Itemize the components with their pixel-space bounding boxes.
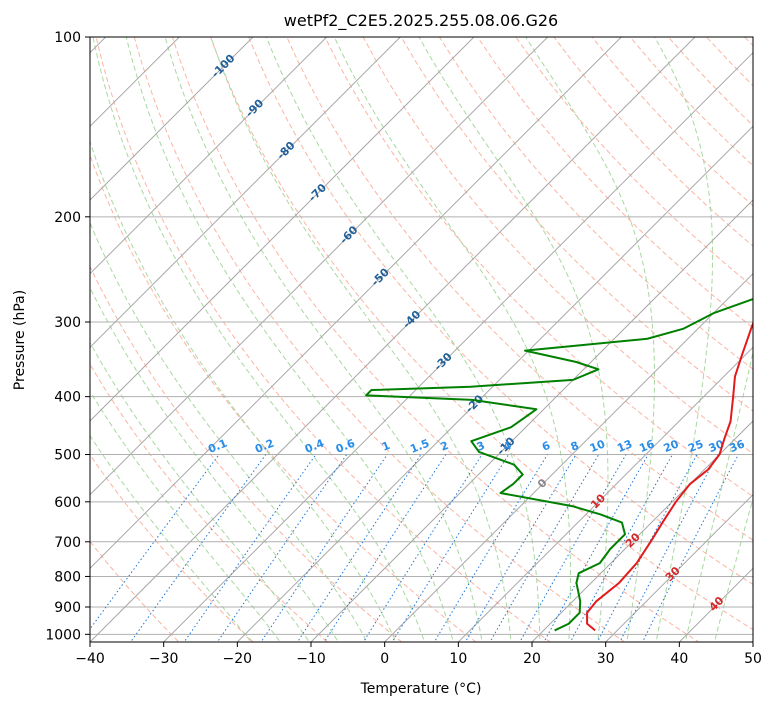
mixing-ratio-line <box>619 454 719 642</box>
y-tick-label: 800 <box>54 569 81 585</box>
moist-adiabat-line <box>684 349 753 642</box>
isotherm-line <box>90 37 622 570</box>
mixing-ratio-line <box>129 454 267 642</box>
isotherm-line <box>90 37 549 496</box>
dry-adiabat-line <box>248 37 753 586</box>
moist-adiabat-line <box>714 496 753 642</box>
moist-adiabat-line <box>210 37 512 642</box>
isotherm-line <box>236 125 753 642</box>
chart-title: wetPf2_C2E5.2025.255.08.06.G26 <box>284 11 558 31</box>
dry-adiabat-line <box>324 37 753 498</box>
dry-adiabat-line <box>210 37 753 631</box>
isotherm-line <box>90 37 254 201</box>
y-tick-label: 400 <box>54 390 81 406</box>
isotherm-line <box>90 37 401 349</box>
y-tick-label: 300 <box>54 315 81 331</box>
x-axis-ticks: −40 −30 −20 −10 0 10 20 30 40 50 <box>75 642 762 667</box>
moist-adiabat-line <box>90 390 281 642</box>
mixing-ratio-label: 10 <box>588 437 607 455</box>
x-tick-label: 40 <box>670 651 688 667</box>
moist-adiabat-line <box>125 37 454 642</box>
moist-adiabat-line <box>92 37 426 642</box>
dry-adiabat-line <box>90 540 180 642</box>
mixing-ratio-label: 2 <box>439 439 451 454</box>
x-tick-label: 0 <box>380 651 389 667</box>
dry-adiabat-line <box>477 37 753 329</box>
isotherm-line <box>163 51 753 642</box>
isotherm-line <box>605 493 753 642</box>
isotherm-line <box>90 37 475 422</box>
mixing-ratio-line <box>183 454 317 642</box>
dry-adiabat-line <box>95 37 552 642</box>
dry-adiabat-line <box>90 363 329 642</box>
y-tick-label: 700 <box>54 535 81 551</box>
y-tick-label: 100 <box>54 30 81 46</box>
mixing-ratio-label: 3 <box>475 439 487 454</box>
mixing-ratio-label: 25 <box>686 437 705 455</box>
y-tick-label: 200 <box>54 210 81 226</box>
moist-adiabat-line <box>90 140 397 642</box>
dry-adiabat-line <box>400 37 753 412</box>
mixing-ratio-line <box>391 454 510 642</box>
moist-adiabat-line <box>265 37 541 642</box>
mixing-ratio-line <box>296 454 422 642</box>
mixing-ratio-line <box>464 454 577 642</box>
y-tick-label: 900 <box>54 600 81 616</box>
dry-adiabat-line <box>171 37 700 642</box>
mixing-ratio-line <box>323 454 447 642</box>
mixing-ratio-line <box>260 454 388 642</box>
x-tick-label: 50 <box>744 651 762 667</box>
x-tick-label: −10 <box>296 651 326 667</box>
moist-adiabat-line <box>418 37 609 642</box>
dry-adiabat-line <box>439 37 753 370</box>
x-tick-label: 10 <box>449 651 467 667</box>
y-axis-label: Pressure (hPa) <box>12 290 28 390</box>
plot-frame <box>89 36 754 643</box>
moist-adiabat-line <box>90 286 339 642</box>
x-axis-label: Temperature (°C) <box>360 681 482 697</box>
mixing-ratio-line <box>433 454 548 642</box>
series-group <box>365 297 753 632</box>
temperature-line <box>586 321 753 632</box>
dry-adiabat-line <box>90 453 254 642</box>
dewpoint-line <box>365 297 753 632</box>
mixing-ratio-line <box>90 454 220 630</box>
dry-adiabat-line <box>515 37 753 288</box>
moist-adiabat-line <box>90 341 310 642</box>
mixing-ratio-label: 8 <box>569 439 581 454</box>
isotherm-line <box>384 272 753 642</box>
x-tick-label: 30 <box>597 651 615 667</box>
isotherm-line <box>90 37 696 642</box>
isotherm-line <box>310 199 753 642</box>
mixing-ratio-line <box>216 454 348 642</box>
mixing-ratio-label: 1 <box>380 439 392 454</box>
x-tick-label: 20 <box>523 651 541 667</box>
isotherm-line <box>457 346 753 642</box>
mixing-ratio-line <box>362 454 483 642</box>
y-axis-ticks: 100 200 300 400 500 600 700 800 900 1000 <box>45 30 90 643</box>
moist-adiabat-line <box>525 37 655 642</box>
moist-adiabat-line <box>90 434 252 642</box>
mixing-ratio-line <box>596 454 698 642</box>
mixing-ratio-label: 16 <box>637 437 656 455</box>
isotherm-line <box>531 420 753 642</box>
x-tick-label: −30 <box>149 651 179 667</box>
y-tick-label: 600 <box>54 495 81 511</box>
mixing-ratio-label: 20 <box>662 437 681 455</box>
mixing-ratio-label: 36 <box>728 437 747 455</box>
x-tick-label: −40 <box>75 651 105 667</box>
x-tick-label: −20 <box>223 651 253 667</box>
dry-adiabat-line <box>90 153 477 642</box>
y-tick-label: 500 <box>54 448 81 464</box>
moist-adiabat-line <box>164 37 483 642</box>
dry-adiabat-line <box>133 37 626 642</box>
mixing-ratio-label: 13 <box>615 437 634 455</box>
y-tick-label: 1000 <box>45 627 81 643</box>
isotherm-line <box>90 37 328 275</box>
moist-adiabat-line <box>90 221 368 642</box>
plot-area <box>90 37 753 642</box>
mixing-ratio-line <box>569 454 673 642</box>
